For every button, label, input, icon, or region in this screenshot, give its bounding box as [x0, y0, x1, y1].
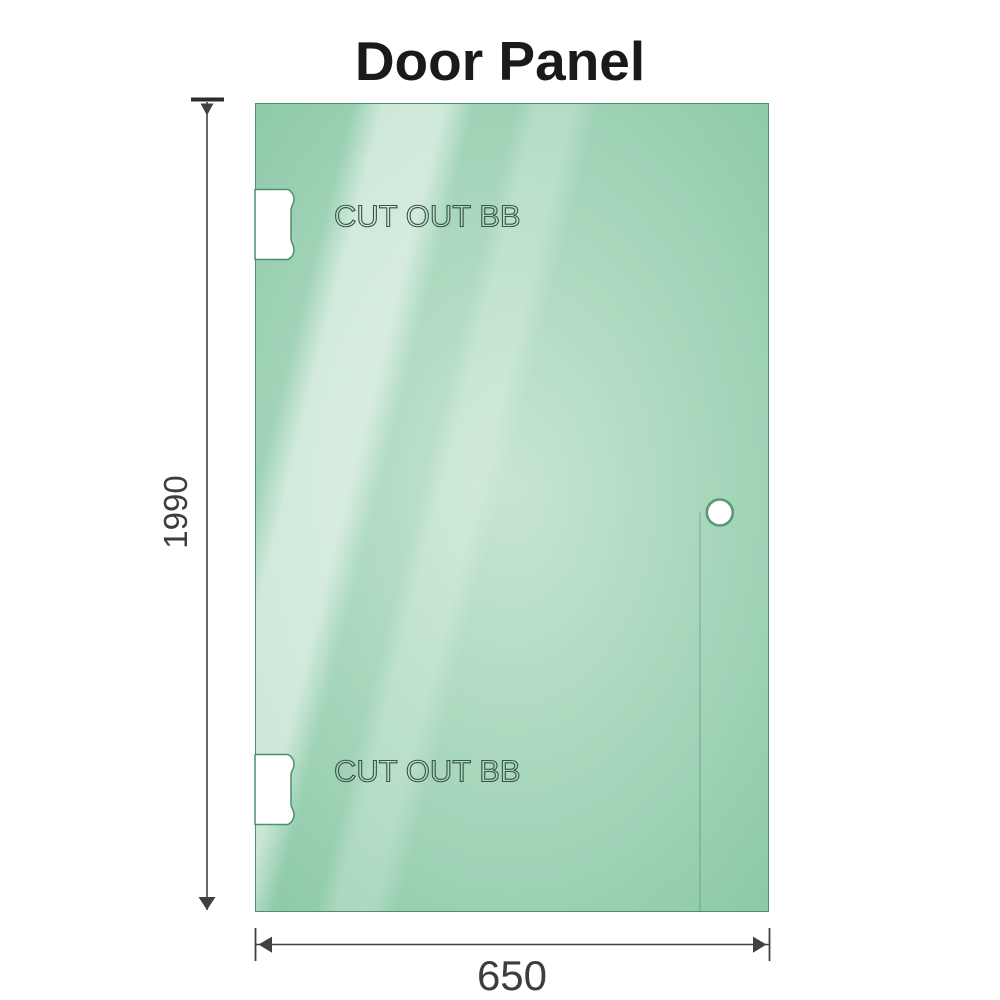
svg-text:650: 650 [477, 952, 547, 999]
svg-text:CUT OUT BB: CUT OUT BB [334, 199, 521, 234]
svg-text:CUT OUT BB: CUT OUT BB [334, 754, 521, 789]
svg-text:1990: 1990 [157, 475, 194, 548]
